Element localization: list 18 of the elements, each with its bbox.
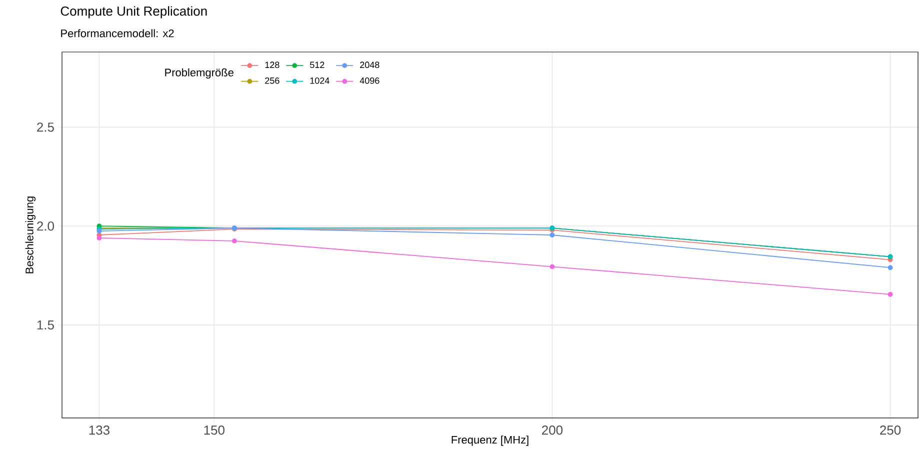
x-tick-label: 150 (204, 426, 224, 435)
y-axis-title: Beschleunigung (25, 196, 36, 274)
legend-label: 256 (265, 77, 280, 84)
legend-title: Problemgröße (165, 68, 234, 79)
x-axis-title: Frequenz [MHz] (452, 436, 528, 446)
x-tick-label: 250 (880, 426, 901, 435)
legend-label: 1024 (310, 77, 330, 84)
x-tick-label: 133 (89, 426, 110, 435)
legend-label: 128 (265, 62, 280, 68)
y-tick-label: 2.5 (37, 122, 54, 132)
chart-subtitle: Performancemodell: x2 (61, 29, 174, 38)
chart-title: Compute Unit Replication (60, 6, 207, 18)
legend-label: 4096 (360, 77, 380, 84)
x-tick-label: 200 (542, 426, 563, 435)
y-tick-label: 2.0 (37, 221, 54, 231)
legend-label: 2048 (360, 62, 380, 68)
legend-label: 512 (310, 62, 324, 68)
y-tick-label: 1.5 (37, 320, 54, 330)
